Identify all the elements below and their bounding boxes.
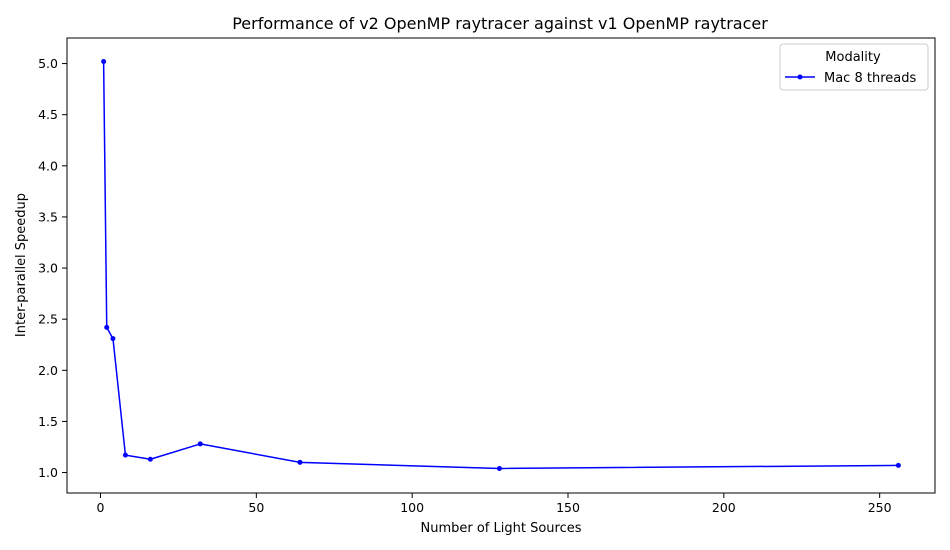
data-point: [147, 456, 153, 462]
data-point: [104, 324, 110, 330]
legend-box: [779, 43, 929, 91]
x-tick-label: 0: [97, 500, 105, 515]
y-tick-label: 2.0: [38, 363, 58, 378]
x-axis-label: Number of Light Sources: [420, 521, 581, 536]
data-point: [297, 459, 303, 465]
y-tick-label: 3.5: [38, 209, 58, 224]
y-tick-label: 4.5: [38, 107, 58, 122]
x-tick-label: 150: [556, 500, 580, 515]
legend: Modality Mac 8 threads: [779, 43, 929, 91]
y-tick-label: 1.5: [38, 414, 58, 429]
chart-title: Performance of v2 OpenMP raytracer again…: [232, 14, 768, 33]
data-point: [895, 462, 901, 468]
legend-entry-label: Mac 8 threads: [824, 71, 916, 86]
y-tick-label: 2.5: [38, 312, 58, 327]
y-tick-label: 1.0: [38, 465, 58, 480]
y-tick-label: 5.0: [38, 56, 58, 71]
data-point: [122, 452, 128, 458]
legend-marker-swatch: [797, 74, 803, 80]
y-axis-label: Inter-parallel Speedup: [14, 193, 29, 337]
x-axis: 0 50 100 150 200 250: [97, 493, 892, 515]
y-tick-label: 3.0: [38, 261, 58, 276]
data-point: [110, 336, 116, 342]
plot-area: [66, 37, 936, 494]
data-point: [496, 465, 502, 471]
x-tick-label: 100: [400, 500, 424, 515]
data-point: [197, 441, 203, 447]
data-point: [101, 59, 107, 65]
x-tick-label: 250: [868, 500, 892, 515]
series-layer: [101, 59, 901, 471]
y-tick-label: 4.0: [38, 158, 58, 173]
x-tick-label: 200: [712, 500, 736, 515]
x-tick-label: 50: [248, 500, 264, 515]
y-axis: 1.0 1.5 2.0 2.5 3.0 3.5 4.0 4.5 5.0: [38, 56, 67, 480]
legend-title: Modality: [825, 50, 881, 65]
